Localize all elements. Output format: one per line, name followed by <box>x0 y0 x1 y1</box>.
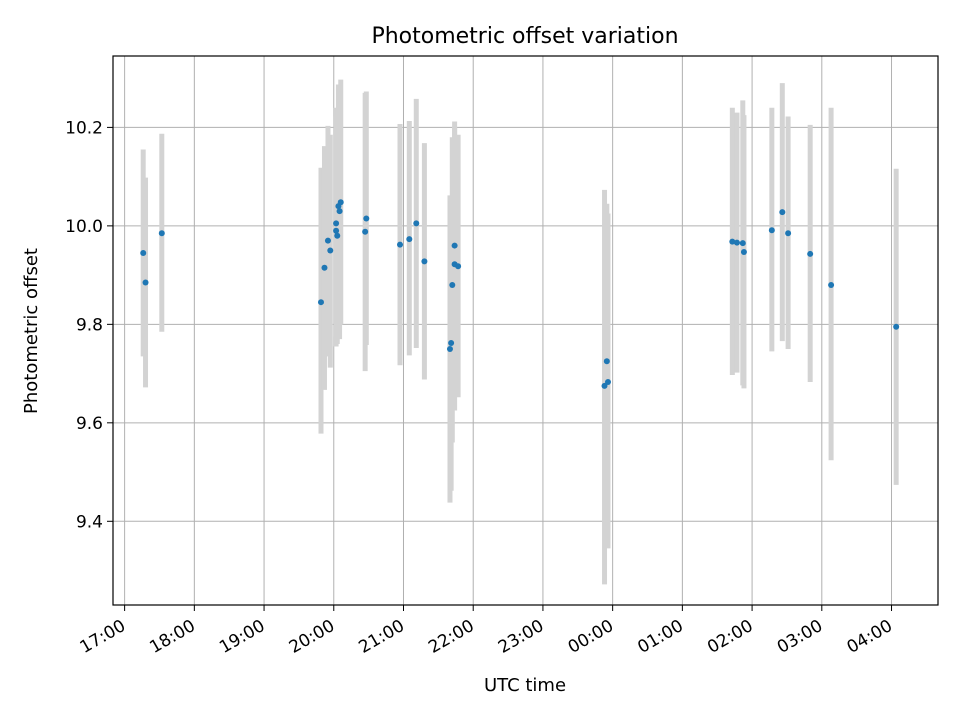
data-points <box>140 199 900 389</box>
data-point <box>158 230 165 237</box>
data-point <box>333 220 340 227</box>
data-point <box>451 242 458 249</box>
data-point <box>828 281 835 288</box>
data-point <box>448 340 455 347</box>
data-point <box>740 248 747 255</box>
y-tick-label: 10.0 <box>65 217 103 237</box>
data-point <box>140 249 147 256</box>
data-point <box>336 208 343 215</box>
data-point <box>363 215 370 222</box>
data-point <box>729 238 736 245</box>
data-point <box>768 227 775 234</box>
data-point <box>449 281 456 288</box>
data-point <box>327 247 334 254</box>
data-point <box>397 241 404 248</box>
data-point <box>334 232 341 239</box>
y-axis-ticks: 9.4 9.6 9.8 10.0 10.2 <box>65 118 113 532</box>
grid <box>113 56 938 605</box>
data-point <box>603 358 610 365</box>
y-axis-label: Photometric offset <box>21 248 42 414</box>
chart-title: Photometric offset variation <box>371 24 678 49</box>
data-point <box>779 209 786 216</box>
data-point <box>337 199 344 206</box>
data-point <box>733 239 740 246</box>
data-point <box>333 227 340 234</box>
data-point <box>739 240 746 247</box>
data-point <box>421 258 428 265</box>
data-point <box>893 323 900 330</box>
y-tick-label: 10.2 <box>65 118 103 138</box>
y-tick-label: 9.6 <box>76 414 103 434</box>
x-axis-label: UTC time <box>484 675 566 696</box>
data-point <box>321 264 328 271</box>
data-point <box>446 345 453 352</box>
data-point <box>317 299 324 306</box>
data-point <box>605 378 611 385</box>
data-point <box>455 263 462 270</box>
data-point <box>413 220 420 227</box>
data-point <box>785 230 792 237</box>
plot-frame <box>112 55 939 606</box>
y-tick-label: 9.8 <box>76 315 103 335</box>
data-point <box>601 382 608 389</box>
y-tick-label: 9.4 <box>76 512 103 532</box>
data-point <box>807 250 814 257</box>
data-point <box>362 228 369 235</box>
data-point <box>324 237 331 244</box>
data-point <box>142 279 149 286</box>
data-point <box>406 236 413 243</box>
